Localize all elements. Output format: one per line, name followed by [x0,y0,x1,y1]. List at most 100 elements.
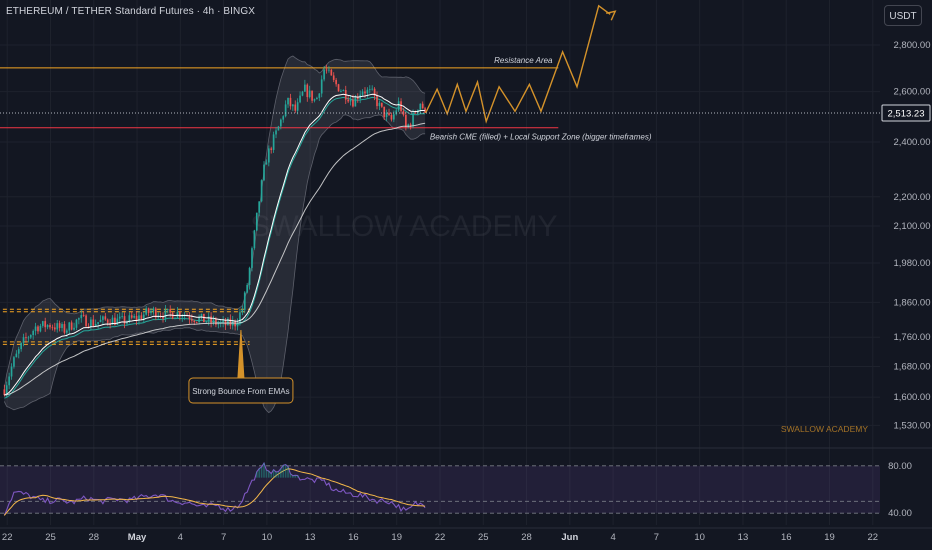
candle-body [78,318,80,320]
price-axis-label: 2,100.00 [894,221,931,232]
candle-body [87,326,90,328]
candle-body [270,148,273,150]
projection-arrowhead [606,10,617,21]
candle-body [395,110,398,115]
time-axis-label: 4 [610,532,615,543]
candle-body [390,114,393,120]
time-axis-label: 10 [694,532,705,543]
candle-body [402,111,405,115]
candle-body [82,315,85,316]
candle-body [37,326,39,332]
candle-body [147,308,150,313]
ema-slow-line [4,122,426,396]
candle-body [318,93,321,98]
candle-body [121,316,123,317]
candle-body [58,323,61,328]
candle-body [236,322,239,327]
time-axis-label: 19 [391,532,402,543]
candle-body [246,284,249,293]
candle-body [198,317,200,323]
bounce-callout-box [188,377,294,404]
candle-body [191,318,193,321]
chart-title: ETHEREUM / TETHER Standard Futures · 4h … [6,6,256,17]
candle-body [258,201,261,213]
time-axis-label: 22 [867,532,878,543]
price-axis-label: 1,760.00 [894,332,931,343]
candle-body [179,311,181,317]
time-axis-label: 22 [435,532,446,543]
candle-body [164,309,167,319]
rsi-band [0,465,880,514]
candle-body [368,89,371,91]
time-axis-label: 13 [305,532,316,543]
candle-body [267,148,270,163]
candle-body [63,324,66,333]
candle-body [282,116,285,120]
time-axis-label: 28 [521,532,532,543]
rsi-line [3,461,426,516]
projection-path [424,4,611,124]
current-price-tag [881,104,931,122]
candle-body [13,357,15,367]
candle-body [200,313,203,318]
time-axis-label: 10 [262,532,273,543]
candle-body [409,124,412,127]
candle-body [388,112,390,115]
candle-body [361,91,364,95]
price-axis-label: 1,860.00 [894,297,931,308]
candle-body [328,69,330,71]
candle-body [260,180,263,202]
candle-body [130,315,133,318]
support-label: Bearish CME (filled) + Local Support Zon… [430,133,652,142]
currency-button[interactable]: USDT [884,5,922,26]
candle-body [142,314,145,320]
candle-body [414,112,417,114]
candle-body [301,91,304,96]
price-axis-label: 1,680.00 [894,361,931,372]
candle-body [385,112,388,117]
candle-body [320,79,323,94]
candle-body [243,292,246,310]
candle-body [227,318,229,326]
candle-body [277,126,280,131]
candle-body [308,90,311,98]
candle-body [376,95,378,107]
candle-body [5,385,8,396]
candle-body [39,325,42,332]
candle-body [383,106,386,117]
candle-body [99,319,102,323]
time-axis-label: May [128,532,147,543]
candle-body [85,315,87,327]
time-axis-label: 7 [221,532,226,543]
candle-body [340,90,342,92]
candle-body [116,318,119,325]
bounce-callout-label: Strong Bounce From EMAs [192,387,289,396]
price-axis-label: 2,800.00 [894,40,931,51]
candle-body [330,69,333,76]
time-axis-label: Jun [561,532,578,543]
candle-body [195,321,198,323]
candle-body [347,99,349,102]
candle-body [400,101,402,112]
candle-body [66,330,68,333]
candle-body [337,84,340,92]
ema-fast-line [4,93,426,396]
candle-body [193,320,196,322]
candle-body [34,326,37,331]
candle-body [325,69,328,71]
candle-body [188,316,191,319]
price-axis-label: 1,600.00 [894,392,931,403]
candle-body [217,323,220,325]
candle-body [313,99,316,101]
candle-body [311,90,313,101]
candle-body [289,97,292,107]
candle-body [366,89,369,94]
time-axis-label: 7 [654,532,659,543]
candle-body [397,101,400,111]
candle-body [10,366,13,377]
candle-body [27,337,30,339]
candle-body [405,114,407,128]
bollinger-upper [3,55,426,389]
